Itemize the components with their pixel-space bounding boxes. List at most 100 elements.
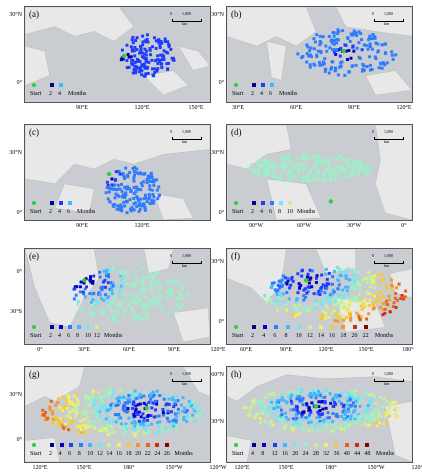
drift-cell	[95, 414, 99, 418]
drift-cell	[312, 392, 316, 396]
drift-cell	[387, 294, 391, 298]
drift-cell	[361, 278, 365, 282]
drift-cell	[141, 412, 145, 416]
drift-cell	[322, 418, 326, 422]
drift-cell	[124, 310, 127, 314]
drift-cell	[258, 417, 262, 420]
drift-cell	[99, 293, 103, 297]
drift-cell	[329, 178, 333, 182]
legend-swatch	[68, 201, 72, 205]
drift-cell	[332, 269, 336, 273]
latitude-label: 30°N	[211, 259, 224, 265]
drift-cell	[371, 279, 375, 283]
drift-cell	[105, 271, 109, 275]
drift-cell	[113, 413, 117, 416]
drift-cell	[103, 393, 107, 397]
drift-cell	[151, 401, 155, 405]
drift-cell	[151, 193, 155, 197]
drift-cell	[193, 407, 197, 411]
drift-cell	[293, 421, 297, 425]
drift-cell	[278, 405, 282, 409]
drift-cell	[146, 40, 150, 44]
drift-cell	[136, 59, 140, 63]
longitude-label: 120°E	[134, 223, 150, 229]
legend-start-label: Start	[232, 91, 244, 97]
drift-cell	[353, 404, 357, 408]
legend-tick-label: 22	[362, 333, 369, 339]
drift-cell	[308, 391, 312, 395]
drift-cell	[112, 319, 116, 322]
drift-cell	[142, 202, 146, 206]
drift-cell	[300, 399, 304, 403]
drift-cell	[125, 211, 129, 215]
drift-cell	[71, 408, 75, 412]
scale-zero: 0	[372, 129, 374, 134]
drift-cell	[149, 176, 153, 179]
drift-cell	[83, 295, 87, 299]
drift-cell	[305, 60, 309, 64]
drift-cell	[137, 318, 141, 321]
drift-cell	[321, 158, 325, 162]
drift-cell	[149, 397, 153, 401]
drift-cell	[366, 47, 370, 51]
drift-cell	[352, 29, 356, 33]
drift-cell	[91, 298, 95, 302]
legend-tick-label: 2	[49, 91, 52, 97]
drift-cell	[333, 69, 337, 73]
latitude-label: 0°	[218, 319, 224, 325]
drift-cell	[151, 390, 155, 394]
drift-cell	[382, 421, 386, 425]
drift-cell	[159, 286, 163, 290]
drift-cell	[382, 302, 386, 306]
drift-cell	[110, 183, 114, 187]
legend-swatch	[50, 83, 54, 87]
drift-cell	[304, 308, 308, 312]
drift-cell	[337, 399, 341, 403]
scale-zero: 0	[170, 371, 172, 376]
drift-cell	[308, 49, 312, 53]
drift-cell	[340, 157, 344, 161]
drift-cell	[143, 390, 147, 394]
legend-swatch	[126, 443, 131, 447]
drift-cell	[157, 38, 161, 42]
drift-cell	[129, 209, 133, 213]
drift-cell	[112, 299, 116, 303]
drift-cell	[99, 406, 103, 410]
drift-cell	[341, 288, 345, 292]
drift-cell	[115, 309, 119, 313]
legend-start-label: Start	[30, 333, 42, 339]
drift-cell	[291, 428, 295, 432]
legend-tick-label: 24	[302, 451, 309, 457]
drift-cell	[127, 187, 131, 191]
drift-cell	[124, 191, 128, 195]
drift-cell	[332, 396, 336, 400]
drift-cell	[137, 395, 141, 399]
drift-cell	[158, 43, 162, 47]
drift-cell	[267, 160, 271, 164]
longitude-label: 60°E	[289, 105, 303, 111]
legend-months-label: Months	[297, 209, 316, 215]
drift-cell	[127, 416, 131, 420]
drift-cell	[334, 157, 338, 161]
drift-cell	[112, 313, 116, 317]
legend-start-swatch	[234, 201, 238, 205]
drift-cell	[169, 47, 173, 51]
drift-cell	[327, 300, 331, 304]
drift-cell	[111, 203, 115, 207]
start-point-marker	[341, 48, 346, 54]
drift-cell	[308, 65, 312, 69]
drift-cell	[121, 57, 125, 61]
drift-cell	[101, 395, 105, 399]
drift-cell	[356, 271, 360, 274]
drift-cell	[118, 187, 122, 191]
drift-cell	[139, 204, 143, 208]
drift-cell	[97, 408, 101, 412]
drift-cell	[160, 62, 164, 66]
drift-cell	[384, 42, 388, 46]
legend-start-swatch	[234, 83, 238, 87]
drift-cell	[375, 424, 379, 428]
drift-cell	[73, 404, 77, 408]
drift-cell	[120, 189, 124, 193]
drift-cell	[166, 409, 170, 413]
longitude-label: 120°W	[209, 465, 227, 471]
